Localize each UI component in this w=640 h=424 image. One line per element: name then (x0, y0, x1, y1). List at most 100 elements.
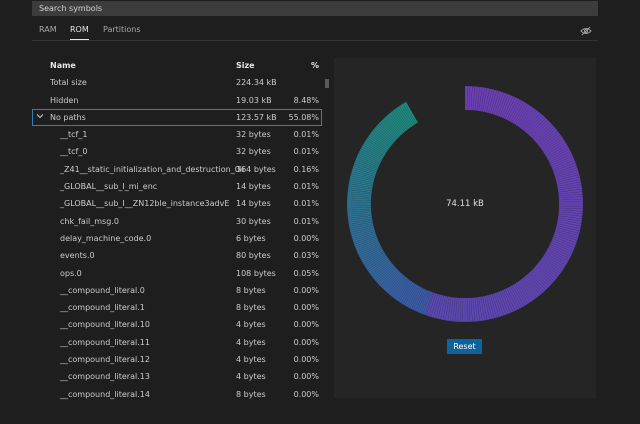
donut-slice[interactable] (384, 272, 403, 292)
donut-slice[interactable] (464, 297, 468, 323)
donut-slice[interactable] (540, 134, 563, 151)
donut-slice[interactable] (551, 158, 575, 170)
donut-slice[interactable] (400, 103, 416, 126)
donut-slice[interactable] (347, 212, 372, 217)
donut-slice[interactable] (557, 217, 582, 224)
table-row[interactable]: __compound_literal.10 4 bytes 0.00% (32, 316, 322, 333)
donut-slice[interactable] (369, 132, 391, 149)
donut-slice[interactable] (524, 274, 543, 296)
table-row[interactable]: _GLOBAL__sub_I_mi_enc 14 bytes 0.01% (32, 178, 322, 195)
donut-slice[interactable] (379, 269, 399, 288)
donut-slice[interactable] (535, 126, 557, 145)
donut-slice[interactable] (466, 85, 471, 111)
donut-slice[interactable] (511, 284, 527, 307)
donut-slice[interactable] (474, 86, 480, 111)
donut-slice[interactable] (550, 240, 574, 253)
donut-slice[interactable] (369, 259, 391, 276)
donut-slice[interactable] (348, 220, 373, 227)
donut-slice[interactable] (356, 240, 380, 253)
donut-slice[interactable] (418, 290, 430, 314)
donut-slice[interactable] (407, 286, 422, 309)
donut-slice[interactable] (516, 105, 533, 128)
donut-slice[interactable] (348, 218, 373, 225)
donut-slice[interactable] (347, 215, 373, 221)
donut-slice[interactable] (544, 140, 567, 156)
donut-slice[interactable] (555, 172, 580, 181)
donut-slice[interactable] (346, 207, 372, 211)
donut-slice[interactable] (526, 273, 545, 294)
donut-slice[interactable] (393, 108, 410, 130)
donut-slice[interactable] (387, 274, 405, 295)
donut-slice[interactable] (534, 265, 555, 284)
donut-slice[interactable] (551, 238, 575, 250)
donut-slice[interactable] (497, 291, 509, 315)
donut-slice[interactable] (545, 142, 568, 158)
table-row[interactable]: ops.0 108 bytes 0.05% (32, 265, 322, 282)
donut-slice[interactable] (520, 108, 537, 130)
donut-slice[interactable] (364, 253, 387, 269)
donut-slice[interactable] (556, 176, 581, 185)
donut-slice[interactable] (558, 189, 583, 195)
donut-slice[interactable] (381, 270, 400, 290)
tab-ram[interactable]: RAM (39, 25, 57, 34)
donut-slice[interactable] (553, 232, 578, 243)
donut-slice[interactable] (495, 291, 507, 316)
donut-slice[interactable] (558, 203, 584, 207)
donut-slice[interactable] (349, 223, 374, 231)
table-row[interactable]: __compound_literal.11 4 bytes 0.00% (32, 334, 322, 351)
donut-slice[interactable] (377, 266, 397, 285)
donut-slice[interactable] (541, 255, 564, 272)
donut-slice[interactable] (381, 118, 400, 138)
donut-slice[interactable] (350, 226, 375, 235)
donut-slice[interactable] (484, 295, 493, 320)
donut-slice[interactable] (352, 165, 377, 176)
donut-slice[interactable] (547, 146, 570, 161)
tab-rom[interactable]: ROM (70, 22, 89, 40)
donut-slice[interactable] (499, 290, 511, 314)
donut-slice[interactable] (409, 286, 423, 310)
donut-slice[interactable] (392, 109, 409, 131)
donut-slice[interactable] (558, 207, 584, 212)
donut-slice[interactable] (358, 245, 382, 258)
donut-slice[interactable] (374, 126, 395, 144)
donut-slice[interactable] (382, 271, 402, 291)
donut-slice[interactable] (352, 232, 377, 243)
donut-slice[interactable] (411, 287, 424, 311)
donut-slice[interactable] (379, 120, 399, 139)
donut-slice[interactable] (361, 144, 384, 159)
donut-slice[interactable] (499, 94, 511, 118)
donut-slice[interactable] (468, 85, 473, 111)
donut-slice[interactable] (549, 153, 573, 166)
donut-slice[interactable] (357, 153, 381, 166)
donut-slice[interactable] (472, 297, 478, 322)
table-row[interactable]: chk_fail_msg.0 30 bytes 0.01% (32, 213, 322, 230)
donut-slice[interactable] (395, 279, 412, 301)
donut-slice[interactable] (488, 294, 497, 319)
donut-slice[interactable] (437, 295, 446, 320)
donut-slice[interactable] (347, 195, 372, 200)
donut-slice[interactable] (347, 187, 373, 193)
donut-slice[interactable] (348, 181, 373, 188)
table-row[interactable]: delay_machine_code.0 6 bytes 0.00% (32, 230, 322, 247)
donut-slice[interactable] (422, 291, 434, 316)
donut-slice[interactable] (426, 292, 437, 317)
donut-slice[interactable] (351, 231, 376, 241)
table-row[interactable]: __compound_literal.0 8 bytes 0.00% (32, 282, 322, 299)
table-row[interactable]: __tcf_0 32 bytes 0.01% (32, 143, 322, 160)
donut-slice[interactable] (398, 104, 415, 127)
table-scrollbar[interactable] (325, 79, 329, 88)
donut-slice[interactable] (360, 146, 383, 161)
donut-slice[interactable] (552, 160, 576, 172)
table-row[interactable]: Hidden 19.03 kB 8.48% (32, 92, 322, 109)
donut-slice[interactable] (457, 297, 462, 323)
donut-slice[interactable] (554, 169, 579, 179)
donut-slice[interactable] (414, 288, 427, 312)
donut-slice[interactable] (416, 289, 429, 313)
donut-slice[interactable] (486, 294, 495, 320)
donut-slice[interactable] (353, 235, 378, 247)
table-row[interactable]: __tcf_1 32 bytes 0.01% (32, 126, 322, 143)
donut-slice[interactable] (373, 262, 394, 281)
donut-slice[interactable] (474, 297, 480, 322)
donut-slice[interactable] (388, 112, 407, 133)
donut-slice[interactable] (530, 119, 550, 139)
